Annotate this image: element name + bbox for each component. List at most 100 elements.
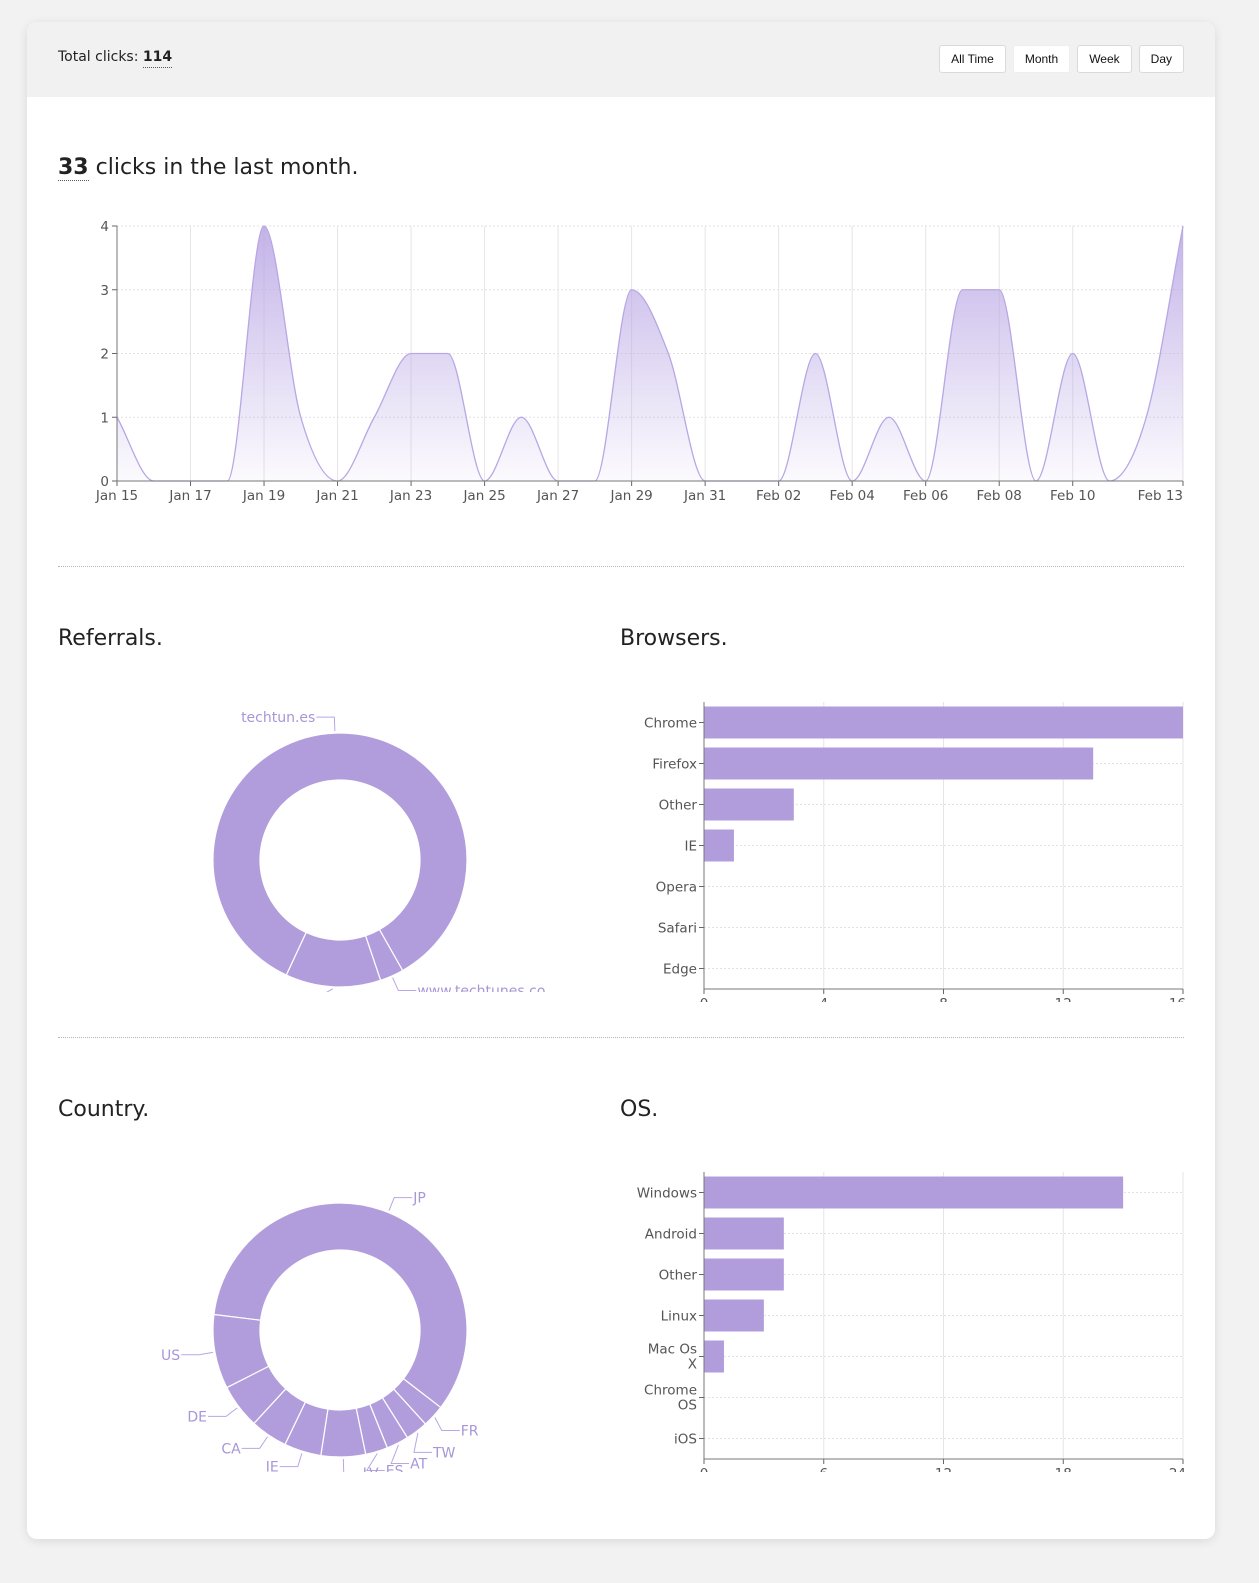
slice-label: ES [386, 1463, 404, 1472]
bar [704, 706, 1183, 739]
slice-leader-line [316, 716, 336, 732]
x-tick-label: Feb 08 [977, 488, 1022, 504]
slice-leader-line [388, 1197, 413, 1211]
total-clicks-value[interactable]: 114 [142, 49, 173, 68]
bar [704, 1217, 784, 1250]
period-click-count[interactable]: 33 [58, 155, 89, 181]
x-tick-label: Jan 27 [536, 488, 579, 504]
x-tick-label: 0 [700, 1466, 709, 1472]
all-time-button[interactable]: All Time [939, 45, 1006, 73]
donut-slice [212, 732, 468, 976]
x-tick-label: Jan 31 [683, 488, 726, 504]
category-label: Edge [663, 962, 697, 978]
day-button[interactable]: Day [1138, 45, 1184, 73]
analytics-card: Total clicks: 114 All Time Month Week Da… [27, 22, 1215, 1539]
slice-label: FR [461, 1424, 479, 1440]
x-tick-label: 24 [1169, 1466, 1186, 1472]
slice-label: AT [410, 1457, 427, 1472]
donut-slice [212, 1313, 270, 1389]
y-tick-label: 1 [100, 410, 109, 426]
slice-leader-line [413, 1432, 432, 1453]
bar [704, 788, 794, 821]
category-label: Android [645, 1227, 697, 1243]
slice-label: US [161, 1348, 180, 1364]
browsers-title: Browsers. [620, 626, 728, 651]
slice-label: TW [432, 1445, 456, 1461]
bar [704, 747, 1094, 780]
period-selector: All Time Month Week Day [939, 45, 1184, 73]
x-tick-label: 4 [819, 996, 828, 1002]
total-clicks: Total clicks: 114 [58, 49, 173, 68]
category-label: iOS [674, 1432, 697, 1448]
slice-leader-line [434, 1417, 460, 1432]
slice-label: CA [221, 1441, 241, 1457]
x-tick-label: Jan 15 [95, 488, 138, 504]
slice-label: LV [363, 1466, 379, 1472]
slice-label: IE [266, 1460, 279, 1472]
category-label: Other [659, 798, 698, 814]
x-tick-label: Feb 06 [903, 488, 948, 504]
referrals-title: Referrals. [58, 626, 163, 651]
x-tick-label: 8 [939, 996, 948, 1002]
slice-leader-line [365, 1453, 385, 1471]
x-tick-label: Feb 13 [1138, 488, 1183, 504]
y-tick-label: 0 [100, 474, 109, 490]
slice-label: www.techtunes.co [417, 984, 545, 992]
x-tick-label: 12 [935, 1466, 952, 1472]
x-tick-label: Jan 23 [389, 488, 432, 504]
category-label: OS [678, 1398, 697, 1414]
x-tick-label: 18 [1055, 1466, 1072, 1472]
y-tick-label: 3 [100, 283, 109, 299]
section-divider [58, 566, 1184, 567]
period-headline-text: clicks in the last month. [95, 155, 359, 180]
x-tick-label: Jan 21 [315, 488, 358, 504]
slice-leader-line [390, 1444, 410, 1465]
slice-leader-line [208, 1407, 238, 1417]
x-tick-label: 16 [1169, 996, 1186, 1002]
donut-slice [285, 931, 382, 988]
y-tick-label: 2 [100, 347, 109, 363]
bar [704, 1258, 784, 1291]
category-label: IE [684, 839, 697, 855]
x-tick-label: Feb 02 [756, 488, 801, 504]
category-label: Chrome [644, 1383, 697, 1399]
x-tick-label: Jan 29 [609, 488, 652, 504]
slice-label: JP [412, 1191, 426, 1207]
bar [704, 1299, 764, 1332]
category-label: X [688, 1357, 697, 1373]
x-tick-label: 6 [819, 1466, 828, 1472]
category-label: Other [659, 1268, 698, 1284]
clicks-area [117, 226, 1183, 481]
slice-leader-line [342, 1458, 345, 1472]
x-tick-label: Jan 17 [168, 488, 211, 504]
clicks-line [116, 225, 1184, 482]
donut-slice [213, 1202, 468, 1409]
month-button[interactable]: Month [1012, 45, 1071, 73]
y-tick-label: 4 [100, 219, 109, 235]
slice-label: techtun.es [241, 710, 315, 726]
os-title: OS. [620, 1097, 659, 1122]
bar [704, 1176, 1124, 1209]
stats-toolbar: Total clicks: 114 All Time Month Week Da… [27, 22, 1215, 97]
category-label: Mac Os [648, 1342, 697, 1358]
week-button[interactable]: Week [1077, 45, 1132, 73]
x-tick-label: Jan 25 [462, 488, 505, 504]
section-divider [58, 1037, 1184, 1038]
os-bar-chart: 0 6 12 18 24 Windows Android Other Linux Mac OsXC… [637, 1172, 1186, 1472]
x-tick-label: Jan 19 [242, 488, 285, 504]
slice-leader-line [279, 1453, 303, 1468]
bar [704, 1340, 724, 1373]
category-label: Firefox [652, 757, 697, 773]
slice-leader-line [241, 1436, 268, 1449]
x-tick-label: Feb 04 [829, 488, 874, 504]
slice-leader-line [181, 1351, 214, 1356]
country-title: Country. [58, 1097, 150, 1122]
category-label: Chrome [644, 716, 697, 732]
period-headline: 33 clicks in the last month. [58, 155, 359, 181]
slice-leader-line [326, 988, 334, 992]
slice-label: DE [187, 1409, 207, 1425]
bar [704, 829, 734, 862]
category-label: Safari [658, 921, 697, 937]
category-label: Windows [637, 1186, 697, 1202]
